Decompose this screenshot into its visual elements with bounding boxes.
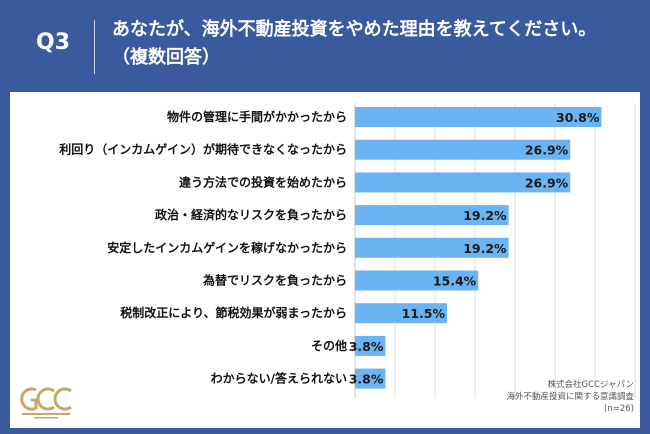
bar <box>355 270 479 291</box>
source-company: 株式会社GCCジャパン <box>547 380 634 390</box>
category-label: 違う方法での投資を始めたから <box>179 174 347 189</box>
category-label: 政治・経済的なリスクを負ったから <box>155 207 347 222</box>
question-title: あなたが、海外不動産投資をやめた理由を教えてください。 （複数回答） <box>112 16 642 72</box>
question-header: Q3 あなたが、海外不動産投資をやめた理由を教えてください。 （複数回答） <box>0 0 650 88</box>
bar <box>355 139 571 160</box>
bar <box>355 303 447 324</box>
value-label: 30.8% <box>556 110 600 125</box>
question-title-line1: あなたが、海外不動産投資をやめた理由を教えてください。 <box>112 19 597 40</box>
category-label: 安定したインカムゲインを稼げなかったから <box>107 240 347 255</box>
source-sample: (n=26) <box>604 404 634 414</box>
bar <box>355 335 386 356</box>
source-survey: 海外不動産投資に関する意識調査 <box>506 392 634 402</box>
bar <box>355 172 571 193</box>
bar <box>355 107 602 127</box>
category-label: 税制改正により、節税効果が弱まったから <box>120 305 347 320</box>
value-label: 3.8% <box>349 339 384 354</box>
bar <box>355 205 509 226</box>
value-label: 19.2% <box>463 241 507 256</box>
category-label: 為替でリスクを負ったから <box>203 273 347 288</box>
header-divider <box>94 20 95 74</box>
value-label: 3.8% <box>349 372 384 387</box>
value-label: 19.2% <box>463 208 507 223</box>
value-label: 26.9% <box>525 143 569 158</box>
bar <box>355 368 386 389</box>
category-label: その他 <box>311 338 347 353</box>
value-label: 15.4% <box>433 274 477 289</box>
question-number: Q3 <box>36 30 71 55</box>
category-label: わからない/答えられない <box>211 371 347 386</box>
value-label: 26.9% <box>525 175 569 190</box>
category-label: 物件の管理に手間がかかったから <box>167 109 347 124</box>
value-label: 11.5% <box>402 306 446 321</box>
category-label: 利回り（インカムゲイン）が期待できなくなったから <box>59 142 347 157</box>
bar <box>355 237 509 258</box>
question-title-line2: （複数回答） <box>112 47 220 68</box>
